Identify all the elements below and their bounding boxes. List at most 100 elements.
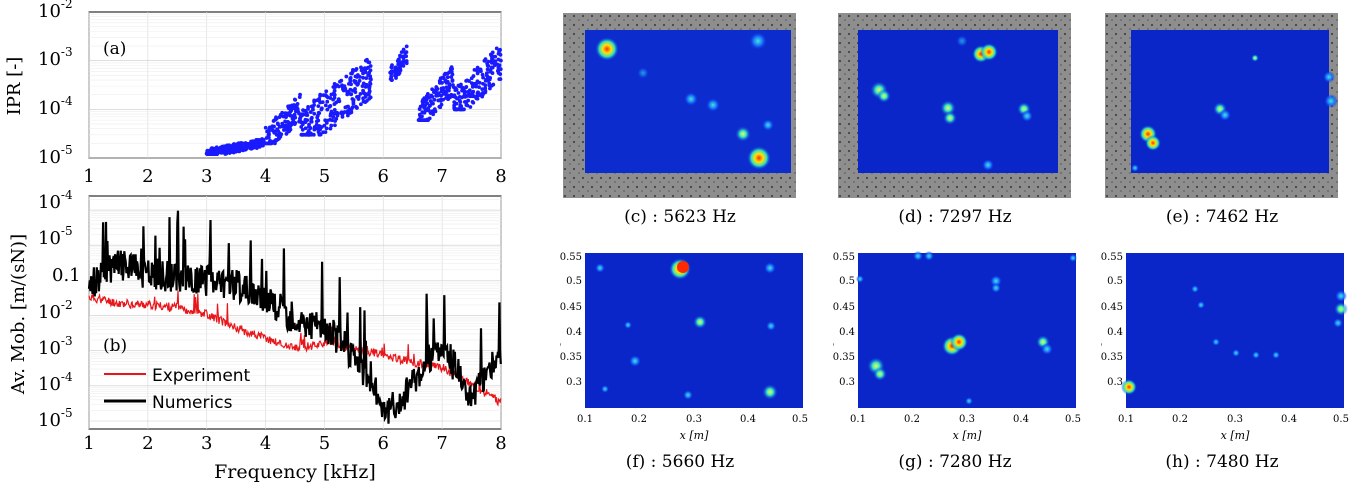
ipr-point [475,71,480,76]
ipr-point [353,79,358,84]
caption-c: (c) : 5623 Hz [624,207,736,227]
ipr-point [325,99,330,104]
mobility-x-ticks: 1 2 3 4 5 6 7 8 [83,433,506,454]
ipr-point [434,85,439,89]
ipr-point [258,139,262,144]
ipr-point [404,50,409,55]
ipr-point [328,96,333,100]
ipr-point [350,97,355,101]
svg-text:0.5: 0.5 [792,414,808,425]
ipr-point [401,56,406,61]
mobility-xtick: 1 [83,433,94,454]
ipr-point [312,99,317,104]
ipr-point [283,127,288,132]
mobility-xtick: 7 [436,433,447,454]
ipr-point [280,110,285,115]
svg-text:0.55: 0.55 [833,252,855,263]
ipr-point [467,88,472,93]
svg-text:0.3: 0.3 [1227,414,1243,425]
ipr-point [268,139,273,144]
ipr-point [464,100,469,104]
ipr-point [432,107,437,112]
ipr-point [399,50,404,55]
ipr-point [368,81,373,86]
ipr-point [276,122,280,127]
ipr-point [394,67,399,71]
ipr-point [333,85,338,90]
ipr-point [323,103,328,108]
ipr-point [267,127,271,132]
ipr-points [204,44,503,157]
ipr-xtick: 2 [142,166,153,187]
svg-text:0.2: 0.2 [631,414,647,425]
ipr-point [367,90,372,95]
ipr-point [364,76,369,81]
ipr-point [428,103,432,108]
ipr-point [460,88,464,93]
ipr-point [389,78,394,82]
ipr-point [350,67,355,72]
ipr-point [308,110,313,114]
ipr-ytick: 10-2 [38,0,73,22]
ipr-point [345,109,350,113]
ipr-point [336,84,341,89]
ipr-point [452,100,457,104]
ipr-point [482,58,487,63]
svg-text:0.55: 0.55 [560,252,582,263]
ipr-point [343,86,348,91]
ipr-point [344,74,349,79]
ipr-point [254,146,259,150]
ipr-point [333,123,337,128]
ipr-xtick: 1 [83,166,94,187]
ipr-point [306,104,311,109]
ipr-point [450,72,455,77]
mode-map-c [563,13,796,198]
svg-text:0.5: 0.5 [566,276,582,287]
ipr-point [205,148,210,153]
ipr-point [421,118,425,123]
ipr-point [210,150,215,155]
ipr-point [398,63,403,68]
ipr-point [358,102,363,107]
ipr-point [332,93,337,97]
ipr-point [287,104,292,109]
map-h-y-ticks: 0.55 0.5 0.45 0.4 0.35 0.3 [1101,252,1123,388]
mode-map-d [838,13,1071,198]
ipr-point [288,113,293,118]
ipr-panel-label: (a) [103,39,126,59]
ipr-point [293,97,298,102]
ipr-point [389,69,394,74]
mobility-ytick: 0.1 [52,265,81,286]
ipr-point [287,129,292,134]
ipr-point [306,129,311,133]
ipr-point [304,113,309,117]
caption-g: (g) : 7280 Hz [898,452,1012,472]
ipr-point [338,79,342,84]
ipr-point [348,76,353,81]
ipr-point [394,76,398,80]
ipr-point [357,78,362,83]
ipr-point [322,123,327,128]
map-g-xlabel: x [m] [953,429,982,442]
ipr-point [453,107,458,112]
map-g-x-ticks: 0.1 0.2 0.3 0.4 0.5 [850,414,1081,425]
ipr-point [284,115,288,120]
ipr-point [270,128,275,133]
ipr-point [293,115,298,120]
svg-text:0.4: 0.4 [1013,414,1029,425]
ipr-point [450,67,454,71]
ipr-point [481,81,485,86]
ipr-point [358,91,363,96]
ipr-point [447,82,452,87]
ipr-point [460,95,464,100]
mobility-ytick: 10-4 [38,370,73,395]
ipr-point [303,109,307,113]
ipr-ytick: 10-3 [38,45,73,70]
ipr-point [480,72,485,77]
ipr-point [489,60,494,64]
ipr-point [276,129,281,134]
ipr-point [349,92,354,97]
mobility-xtick: 4 [260,433,271,454]
mode-map-f: 0.55 0.5 0.45 0.4 0.35 0.3 0.1 0.2 0.3 0… [560,252,808,442]
ipr-point [404,44,409,49]
